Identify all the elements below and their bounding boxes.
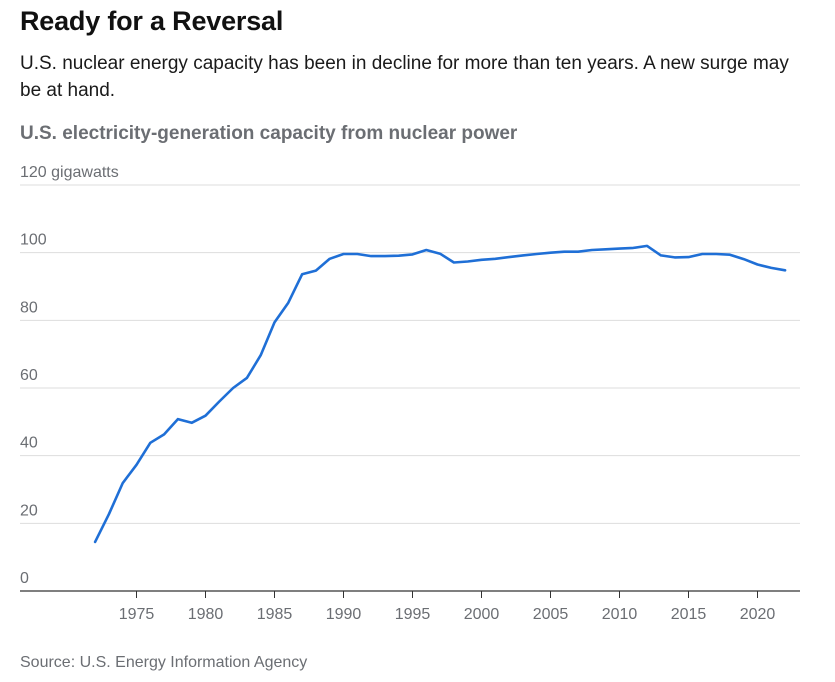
x-axis: 1975 1980 1985 1990 1995 2000 2005 2010 2015 2020 [20, 590, 800, 623]
x-tick-label-2005: 2005 [533, 606, 569, 623]
gridlines [20, 184, 800, 524]
dek: U.S. nuclear energy capacity has been in… [20, 53, 789, 101]
y-tick-label-0: 0 [20, 570, 29, 587]
y-tick-label-60: 60 [20, 367, 38, 384]
y-tick-labels: 0 20 40 60 80 100 120 gigawatts [20, 164, 119, 587]
x-tick-label-2000: 2000 [464, 606, 500, 623]
y-tick-label-40: 40 [20, 435, 38, 452]
x-tick-label-1980: 1980 [188, 606, 224, 623]
headline: Ready for a Reversal [20, 6, 284, 36]
series-line-0 [93, 244, 787, 544]
y-tick-label-80: 80 [20, 299, 38, 316]
y-tick-label-120: 120 gigawatts [20, 164, 119, 181]
x-tick-label-1995: 1995 [395, 606, 431, 623]
y-tick-label-100: 100 [20, 232, 47, 249]
x-tick-label-2020: 2020 [740, 606, 776, 623]
x-tick-label-2015: 2015 [671, 606, 707, 623]
x-tick-label-1975: 1975 [119, 606, 155, 623]
series-group [93, 244, 787, 544]
x-tick-label-1985: 1985 [257, 606, 293, 623]
chart-title: U.S. electricity-generation capacity fro… [20, 123, 518, 144]
x-tick-label-2010: 2010 [602, 606, 638, 623]
y-tick-label-20: 20 [20, 502, 38, 519]
source-note: Source: U.S. Energy Information Agency [20, 654, 308, 671]
x-tick-label-1990: 1990 [326, 606, 362, 623]
